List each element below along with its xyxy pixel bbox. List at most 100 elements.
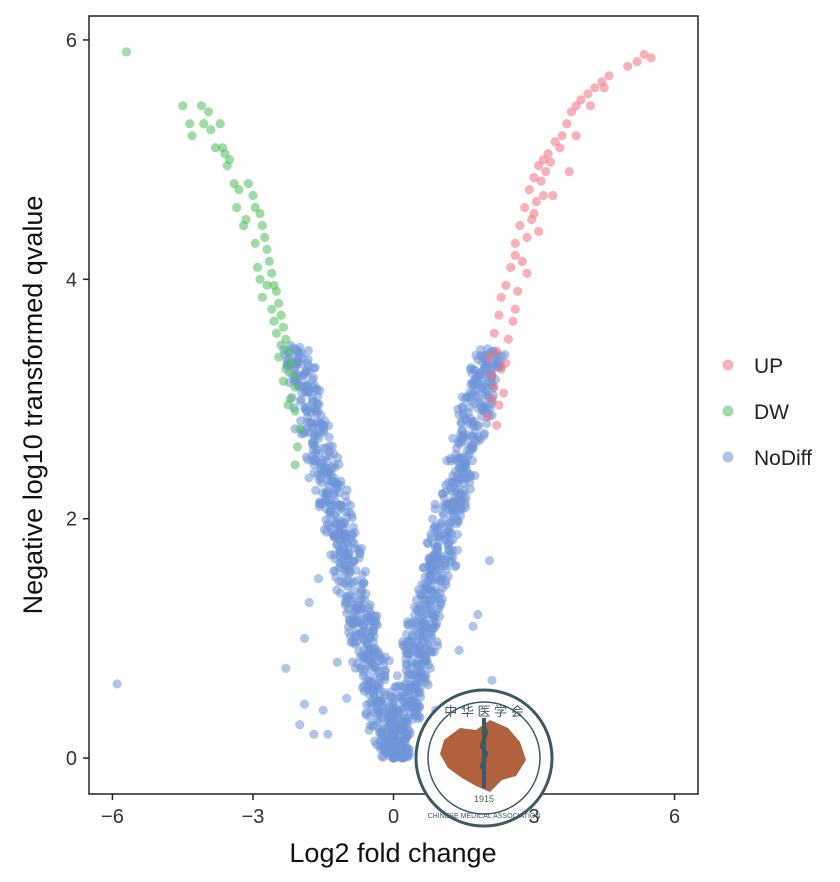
nodiff-point — [460, 455, 470, 465]
nodiff-point — [397, 714, 407, 724]
nodiff-point — [363, 679, 374, 689]
nodiff-point — [321, 515, 331, 525]
nodiff-point — [380, 745, 390, 755]
dw-point — [206, 125, 216, 135]
nodiff-point — [379, 660, 389, 670]
up-point — [590, 83, 600, 93]
nodiff-point — [388, 722, 399, 732]
up-point — [557, 131, 567, 141]
nodiff-point — [480, 400, 490, 410]
dw-point — [203, 107, 214, 117]
up-point — [548, 190, 558, 201]
up-point — [517, 256, 527, 266]
x-axis-label: Log2 fold change — [289, 838, 496, 868]
nodiff-point — [467, 377, 477, 387]
dw-point — [215, 119, 225, 129]
nodiff-point — [309, 363, 319, 373]
nodiff-point — [357, 570, 367, 580]
dw-point — [267, 304, 277, 314]
up-point — [510, 304, 520, 314]
nodiff-point — [420, 621, 430, 631]
nodiff-point — [447, 477, 457, 487]
seal-text-bottom: CHINESE MEDICAL ASSOCIATION — [428, 813, 541, 820]
up-point — [604, 71, 614, 81]
nodiff-point — [421, 582, 431, 592]
nodiff-point — [421, 652, 431, 662]
nodiff-point — [309, 455, 319, 465]
nodiff-point — [342, 693, 352, 703]
dw-point — [288, 370, 298, 380]
nodiff-point — [380, 672, 390, 682]
nodiff-points — [112, 340, 510, 763]
dw-point — [271, 286, 281, 296]
nodiff-point — [303, 345, 313, 356]
up-point — [522, 268, 532, 278]
up-point — [583, 89, 593, 99]
dw-point — [210, 143, 221, 153]
up-point — [489, 382, 499, 392]
nodiff-point — [473, 609, 483, 620]
nodiff-point — [455, 499, 465, 509]
y-tick-label: 2 — [66, 509, 77, 531]
nodiff-point — [299, 699, 310, 709]
nodiff-point — [329, 531, 340, 541]
nodiff-point — [400, 702, 410, 712]
nodiff-point — [325, 450, 335, 461]
dw-point — [250, 238, 260, 248]
nodiff-point — [112, 679, 122, 689]
dw-point — [267, 268, 277, 278]
nodiff-point — [336, 501, 346, 511]
legend: UP DW NoDiff — [722, 355, 812, 470]
up-point — [482, 412, 492, 422]
up-point — [496, 292, 506, 302]
nodiff-point — [304, 597, 314, 608]
y-tick-label: 6 — [66, 30, 77, 52]
nodiff-point — [408, 694, 418, 705]
nodiff-point — [321, 494, 331, 505]
nodiff-point — [307, 437, 318, 447]
dw-point — [274, 352, 284, 362]
nodiff-point — [299, 633, 310, 644]
up-point — [576, 95, 586, 105]
up-point — [503, 334, 513, 344]
up-point — [499, 388, 509, 398]
nodiff-point — [358, 620, 369, 631]
nodiff-point — [455, 489, 465, 499]
nodiff-point — [443, 531, 453, 541]
dw-point — [283, 400, 293, 410]
nodiff-point — [438, 508, 448, 518]
dw-point — [264, 256, 274, 266]
nodiff-point — [296, 359, 306, 369]
dw-point — [262, 280, 272, 290]
nodiff-point — [441, 579, 451, 590]
nodiff-point — [423, 600, 433, 610]
nodiff-point — [343, 570, 353, 580]
dw-point — [196, 101, 206, 111]
dw-point — [232, 202, 242, 213]
nodiff-point — [409, 687, 419, 697]
up-point — [646, 53, 656, 63]
y-tick-label: 4 — [66, 269, 77, 291]
dw-point — [278, 376, 288, 386]
nodiff-point — [379, 687, 389, 697]
up-point — [531, 196, 542, 207]
up-point — [506, 262, 516, 272]
x-axis-ticks: −6 −3 0 3 6 — [101, 794, 680, 828]
nodiff-point — [281, 663, 291, 673]
nodiff-point — [408, 714, 418, 724]
dw-point — [248, 190, 258, 201]
up-point — [487, 370, 497, 380]
nodiff-point — [311, 485, 321, 495]
nodiff-point — [321, 443, 331, 453]
nodiff-point — [314, 418, 324, 428]
nodiff-point — [326, 476, 336, 486]
up-point — [515, 220, 525, 231]
dw-point — [253, 262, 263, 272]
nodiff-point — [340, 579, 350, 589]
dw-point — [257, 292, 267, 302]
nodiff-point — [300, 381, 310, 391]
nodiff-point — [339, 553, 349, 563]
nodiff-point — [381, 706, 391, 716]
dw-point — [290, 382, 300, 392]
nodiff-point — [430, 499, 440, 509]
